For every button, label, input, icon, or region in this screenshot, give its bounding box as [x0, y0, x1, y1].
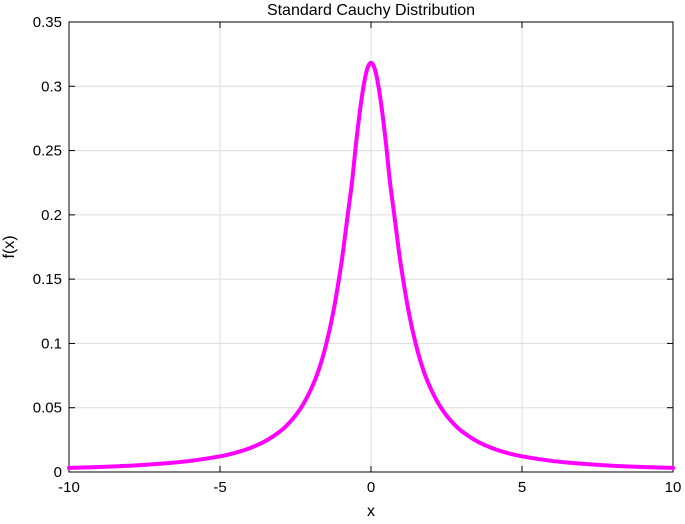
x-axis-label: x	[367, 503, 375, 520]
chart-title: Standard Cauchy Distribution	[267, 2, 475, 19]
x-tick-label: 5	[518, 479, 526, 496]
y-tick-label: 0.3	[41, 78, 62, 95]
y-tick-label: 0.2	[41, 207, 62, 224]
x-tick-label: -10	[58, 479, 80, 496]
y-tick-label: 0.35	[33, 14, 62, 31]
series-line-cauchy-pdf	[67, 60, 675, 470]
x-tick-label: -5	[213, 479, 226, 496]
series-layer	[67, 60, 675, 470]
grid-lines	[69, 22, 673, 472]
y-tick-label: 0.15	[33, 271, 62, 288]
tick-labels: -10 -5 0 5 10 0 0.05 0.1 0.15 0.2 0.25 0.3 0.35	[33, 14, 682, 496]
y-tick-label: 0.05	[33, 400, 62, 417]
y-tick-label: 0.1	[41, 335, 62, 352]
y-axis-label: f(x)	[1, 235, 18, 258]
x-tick-label: 0	[367, 479, 375, 496]
x-tick-label: 10	[665, 479, 682, 496]
y-tick-label: 0	[54, 464, 62, 481]
y-tick-label: 0.25	[33, 143, 62, 160]
